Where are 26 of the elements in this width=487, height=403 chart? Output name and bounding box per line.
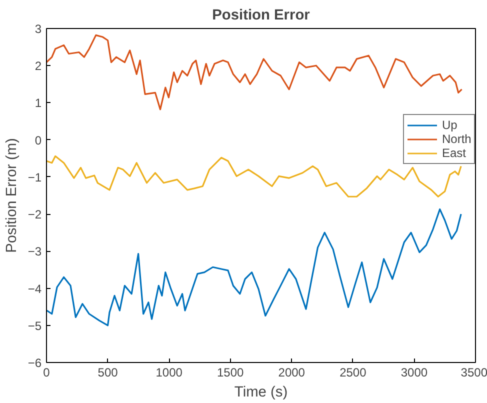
y-tick-label: −6 — [28, 356, 42, 370]
legend-label: Up — [442, 118, 458, 132]
x-tick-label: 2000 — [278, 366, 306, 380]
legend-label: North — [442, 132, 472, 146]
x-tick-label: 1000 — [156, 366, 183, 380]
x-tick-label: 1500 — [217, 366, 244, 380]
y-tick-label: −5 — [28, 318, 42, 333]
y-tick-label: 0 — [34, 133, 42, 148]
y-tick-label: −2 — [28, 208, 42, 222]
line-series — [46, 34, 463, 110]
y-tick-label: 1 — [34, 96, 42, 110]
y-tick-label: −4 — [28, 282, 42, 296]
x-tick-label: 3500 — [460, 366, 487, 380]
legend-label: East — [442, 146, 466, 160]
x-tick-label: 3000 — [400, 366, 428, 380]
x-tick-label: 0 — [43, 366, 50, 380]
y-tick-label: 2 — [34, 59, 42, 74]
x-tick-label: 500 — [98, 366, 118, 380]
y-axis-title: Position Error (m) — [4, 138, 20, 253]
y-tick-label: −3 — [28, 244, 42, 259]
x-axis-title: Time (s) — [234, 384, 288, 400]
y-tick-label: −1 — [28, 170, 42, 184]
line-series — [46, 208, 462, 326]
chart-title: Position Error — [212, 8, 310, 24]
y-tick-label: 3 — [34, 22, 42, 36]
x-tick-label: 2500 — [340, 366, 367, 380]
